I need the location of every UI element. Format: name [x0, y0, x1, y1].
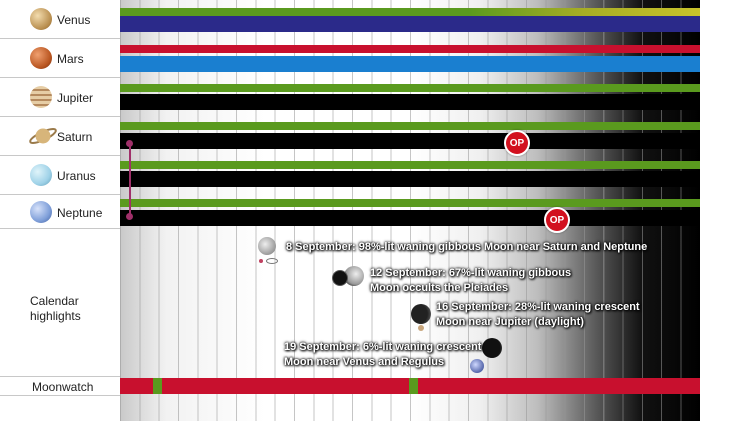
event-line: 19 September: 6%-lit waning crescent	[284, 341, 482, 353]
uranus-sky-bar	[120, 171, 700, 187]
planet-label: Jupiter	[57, 91, 94, 105]
event-text: 19 September: 6%-lit waning crescent Moo…	[284, 340, 481, 370]
neptune-icon	[30, 201, 52, 223]
event-line: Moon near Venus and Regulus	[284, 356, 445, 368]
planet-row-jupiter: Jupiter	[0, 78, 120, 117]
neptune-sky-bar	[120, 210, 700, 226]
planet-label: Saturn	[57, 130, 93, 144]
row-divider	[0, 376, 120, 377]
neptune-small-dot	[259, 259, 263, 263]
venus-sky-bar	[120, 16, 700, 32]
planet-row-saturn: Saturn	[0, 117, 120, 156]
mars-sky-bar	[120, 56, 700, 72]
mars-visibility-bar	[120, 45, 700, 53]
row-divider	[0, 395, 120, 396]
gibbous-moon-icon	[258, 237, 276, 255]
event-line: 16 September: 28%-lit waning crescent	[436, 301, 640, 313]
venus-small-icon	[470, 359, 484, 373]
event-line: 12 September: 67%-lit waning gibbous	[370, 267, 572, 279]
neptune-opposition-badge: OP	[544, 207, 570, 233]
planet-label: Uranus	[57, 169, 96, 183]
crescent-moon-icon	[411, 304, 431, 324]
saturn-opposition-badge: OP	[504, 130, 530, 156]
jupiter-small-icon	[418, 325, 424, 331]
saturn-sky-bar	[120, 133, 700, 149]
planet-label: Neptune	[57, 206, 103, 220]
event-line: Moon near Jupiter (daylight)	[436, 316, 584, 328]
jupiter-icon	[30, 86, 52, 108]
jupiter-sky-bar	[120, 94, 700, 110]
calendar-highlights-label: Calendar highlights	[30, 294, 81, 323]
uranus-icon	[30, 164, 52, 186]
moonwatch-label: Moonwatch	[32, 380, 94, 394]
planet-label: Venus	[57, 13, 91, 27]
uranus-visibility-bar	[120, 161, 700, 169]
gibbous-moon-icon	[344, 266, 364, 286]
mars-icon	[30, 47, 52, 69]
conjunction-line	[129, 143, 131, 216]
label-column: Venus Mars Jupiter Saturn Uranus Neptune…	[0, 0, 120, 421]
crescent-moon-icon	[482, 338, 502, 358]
moonwatch-green-segment	[409, 378, 418, 394]
saturn-visibility-bar	[120, 122, 700, 130]
planet-row-mars: Mars	[0, 39, 120, 78]
planet-row-neptune: Neptune	[0, 195, 120, 229]
planet-row-uranus: Uranus	[0, 156, 120, 195]
jupiter-visibility-bar	[120, 84, 700, 92]
moonwatch-green-segment	[153, 378, 162, 394]
conjunction-dot-bottom	[126, 213, 133, 220]
planet-row-venus: Venus	[0, 0, 120, 39]
venus-icon	[30, 8, 52, 30]
saturn-icon	[29, 128, 57, 144]
pleiades-dark-icon	[332, 270, 348, 286]
saturn-small-icon	[266, 258, 278, 264]
event-text: 8 September: 98%-lit waning gibbous Moon…	[286, 240, 647, 255]
venus-visibility-bar	[120, 8, 700, 16]
conjunction-dot-top	[126, 140, 133, 147]
event-text: 16 September: 28%-lit waning crescent Mo…	[436, 300, 640, 330]
event-line: 8 September: 98%-lit waning gibbous Moon…	[286, 241, 648, 253]
planet-label: Mars	[57, 52, 84, 66]
event-text: 12 September: 67%-lit waning gibbous Moo…	[370, 266, 571, 296]
neptune-visibility-bar	[120, 199, 700, 207]
event-line: Moon occults the Pleiades	[370, 282, 509, 294]
